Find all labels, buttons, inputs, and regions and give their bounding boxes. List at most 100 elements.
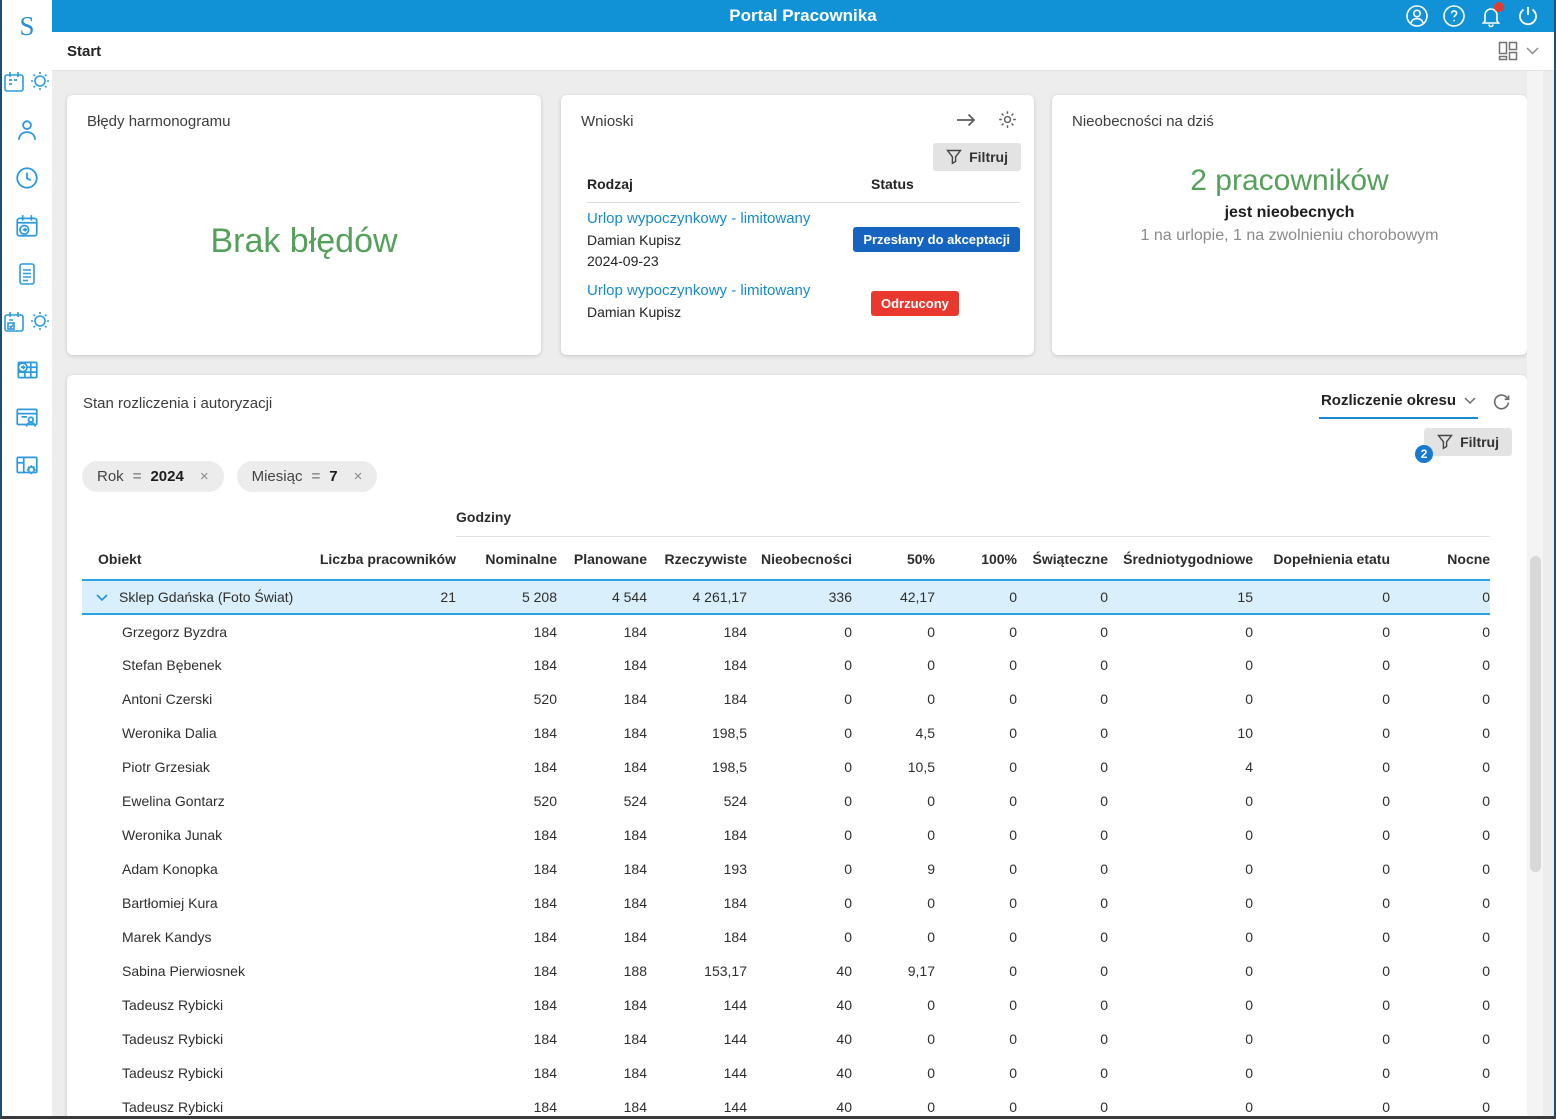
table-row[interactable]: Adam Konopka1841841930900000 — [82, 852, 1490, 886]
dashboard-layout-icon[interactable] — [1498, 41, 1518, 61]
chip-close-icon[interactable]: × — [200, 468, 209, 485]
request-type-link[interactable]: Urlop wypoczynkowy - limitowany — [587, 210, 853, 227]
table-row[interactable]: Marek Kandys1841841840000000 — [82, 920, 1490, 954]
window-person-icon[interactable] — [14, 403, 40, 433]
table-row[interactable]: Bartłomiej Kura1841841840000000 — [82, 886, 1490, 920]
value-cell: 0 — [935, 750, 1017, 784]
settlement-panel: Stan rozliczenia i autoryzacji Rozliczen… — [67, 375, 1527, 1119]
scrollbar-thumb[interactable] — [1530, 556, 1541, 872]
value-cell — [316, 784, 456, 818]
table-row[interactable]: Weronika Dalia184184198,504,5001000 — [82, 716, 1490, 750]
value-cell: 4,5 — [852, 716, 935, 750]
value-cell: 0 — [1108, 954, 1253, 988]
request-row[interactable]: Urlop wypoczynkowy - limitowany Damian K… — [561, 275, 1034, 331]
value-cell: 0 — [1390, 648, 1490, 682]
absences-subtitle: jest nieobecnych — [1052, 204, 1527, 222]
table-row[interactable]: Tadeusz Rybicki18418414440000000 — [82, 988, 1490, 1022]
value-cell: 0 — [1390, 988, 1490, 1022]
value-cell: 184 — [647, 886, 747, 920]
help-icon[interactable] — [1442, 4, 1466, 28]
table-row[interactable]: Tadeusz Rybicki18418414440000000 — [82, 1090, 1490, 1119]
filter-chip-rok[interactable]: Rok= 2024 × — [82, 461, 224, 492]
table-row[interactable]: Piotr Grzesiak184184198,5010,500400 — [82, 750, 1490, 784]
table-row[interactable]: Antoni Czerski5201841840000000 — [82, 682, 1490, 716]
value-cell: 0 — [747, 784, 852, 818]
chevron-down-icon[interactable] — [96, 589, 108, 605]
table-row[interactable]: Sabina Pierwiosnek184188153,17409,170000… — [82, 954, 1490, 988]
value-cell: 0 — [747, 886, 852, 920]
bell-icon[interactable] — [1479, 4, 1503, 28]
calendar-check-sun-icon[interactable] — [3, 307, 52, 337]
value-cell: 0 — [852, 1090, 935, 1119]
column-header: Średniotygodniowe — [1108, 537, 1253, 581]
window-gear-icon[interactable] — [14, 451, 40, 481]
value-cell: 0 — [935, 818, 1017, 852]
column-header: Świąteczne — [1017, 537, 1108, 581]
value-cell: 520 — [456, 682, 557, 716]
table-row[interactable]: Sklep Gdańska (Foto Świat)215 2084 5444 … — [82, 580, 1490, 614]
request-person: Damian Kupisz — [587, 232, 853, 248]
request-row[interactable]: Urlop wypoczynkowy - limitowany Damian K… — [561, 203, 1034, 275]
document-icon[interactable] — [15, 259, 39, 289]
value-cell: 0 — [747, 750, 852, 784]
value-cell — [316, 1090, 456, 1119]
request-type-link[interactable]: Urlop wypoczynkowy - limitowany — [587, 282, 871, 299]
value-cell: 0 — [935, 580, 1017, 614]
requests-filter-button[interactable]: Filtruj — [933, 143, 1021, 171]
value-cell: 0 — [1390, 614, 1490, 648]
value-cell: 0 — [1108, 988, 1253, 1022]
value-cell: 0 — [852, 988, 935, 1022]
value-cell: 5 208 — [456, 580, 557, 614]
value-cell: 0 — [852, 682, 935, 716]
value-cell: 188 — [557, 954, 647, 988]
person-icon[interactable] — [14, 115, 40, 145]
value-cell: 184 — [456, 920, 557, 954]
arrow-right-icon[interactable] — [955, 111, 977, 129]
value-cell: 184 — [557, 1022, 647, 1056]
value-cell: 184 — [456, 750, 557, 784]
filter-chip-miesiac[interactable]: Miesiąc= 7 × — [237, 461, 378, 492]
value-cell — [316, 1022, 456, 1056]
value-cell: 0 — [1017, 988, 1108, 1022]
results-table-head: GodzinyObiektLiczba pracownikówNominalne… — [82, 499, 1490, 580]
value-cell: 184 — [557, 1056, 647, 1090]
row-name-cell: Stefan Bębenek — [82, 648, 316, 682]
user-circle-icon[interactable] — [1405, 4, 1429, 28]
column-header: 100% — [935, 537, 1017, 581]
value-cell: 4 261,17 — [647, 580, 747, 614]
value-cell: 144 — [647, 1056, 747, 1090]
power-icon[interactable] — [1516, 4, 1540, 28]
refresh-icon[interactable] — [1492, 393, 1511, 412]
value-cell: 184 — [557, 1090, 647, 1119]
panel-filter-button[interactable]: 2 Filtruj — [1424, 428, 1512, 456]
table-row[interactable]: Ewelina Gontarz5205245240000000 — [82, 784, 1490, 818]
clock-icon[interactable] — [14, 163, 40, 193]
value-cell: 0 — [935, 1090, 1017, 1119]
value-cell: 40 — [747, 988, 852, 1022]
value-cell: 0 — [1017, 954, 1108, 988]
view-selector[interactable]: Rozliczenie okresu — [1319, 392, 1478, 419]
tab-start[interactable]: Start — [67, 43, 101, 60]
table-row[interactable]: Tadeusz Rybicki18418414440000000 — [82, 1022, 1490, 1056]
table-row[interactable]: Tadeusz Rybicki18418414440000000 — [82, 1056, 1490, 1090]
table-arrow-icon[interactable] — [14, 355, 40, 385]
value-cell: 0 — [1390, 750, 1490, 784]
value-cell: 520 — [456, 784, 557, 818]
value-cell: 0 — [852, 614, 935, 648]
table-row[interactable]: Weronika Junak1841841840000000 — [82, 818, 1490, 852]
column-header: Rzeczywiste — [647, 537, 747, 581]
table-row[interactable]: Grzegorz Byzdra1841841840000000 — [82, 614, 1490, 648]
calendar-arrow-icon[interactable] — [14, 211, 40, 241]
chip-close-icon[interactable]: × — [354, 468, 363, 485]
gear-icon[interactable] — [997, 109, 1018, 130]
chevron-down-icon[interactable] — [1526, 47, 1539, 55]
card-absences: Nieobecności na dziś 2 pracowników jest … — [1052, 95, 1527, 355]
calendar-sun-icon[interactable] — [3, 67, 52, 97]
table-row[interactable]: Stefan Bębenek1841841840000000 — [82, 648, 1490, 682]
value-cell: 0 — [1017, 1090, 1108, 1119]
value-cell: 184 — [557, 920, 647, 954]
value-cell: 0 — [852, 886, 935, 920]
value-cell: 153,17 — [647, 954, 747, 988]
value-cell: 184 — [456, 988, 557, 1022]
app-logo[interactable]: S — [19, 8, 34, 44]
